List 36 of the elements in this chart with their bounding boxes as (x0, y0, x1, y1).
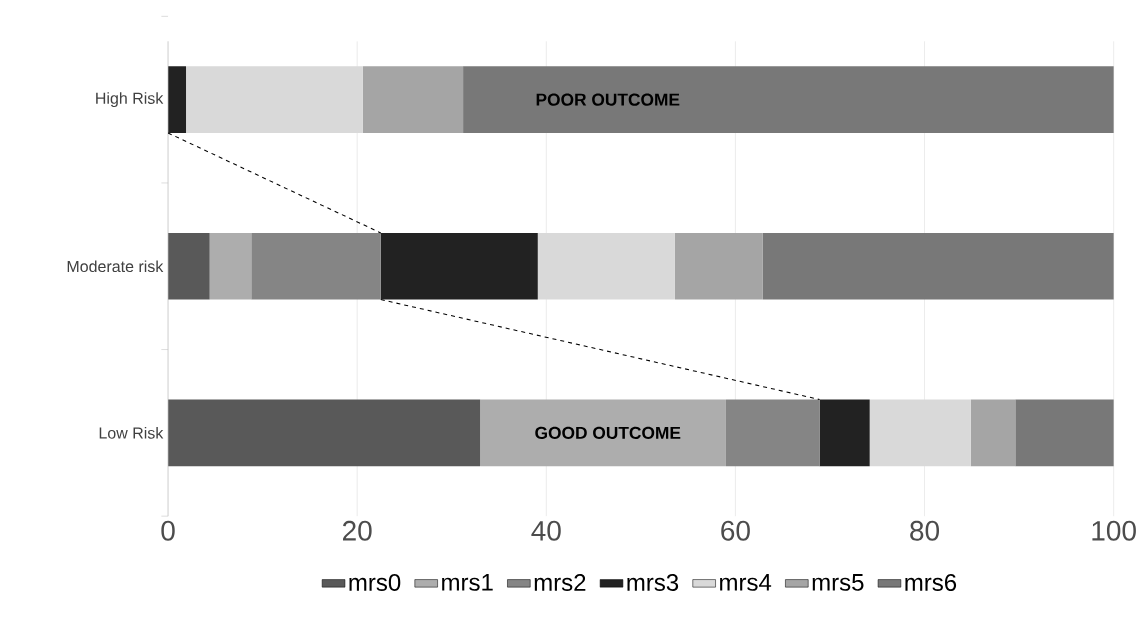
x-tick-label: 0 (161, 520, 175, 541)
x-tick-label: 60 (721, 520, 750, 541)
legend-label: mrs3 (627, 574, 679, 592)
legend-label: mrs1 (442, 574, 493, 591)
bar (762, 233, 1114, 300)
bar (209, 233, 252, 300)
bar (480, 399, 726, 467)
legend-label: mrs4 (720, 574, 772, 591)
x-tick-label: 20 (343, 520, 372, 541)
bar (186, 66, 363, 134)
bar (463, 66, 1114, 134)
bar (537, 233, 675, 300)
x-tick-label: 100 (1092, 520, 1136, 541)
bar (380, 233, 538, 300)
legend-label: mrs6 (905, 574, 957, 592)
y-tick-label: High Risk (96, 92, 164, 108)
legend-label: mrs2 (534, 574, 586, 592)
bar (168, 399, 481, 467)
legend-label: mrs0 (349, 574, 401, 592)
bar (869, 399, 971, 467)
x-tick-label: 80 (910, 520, 940, 541)
bar (819, 399, 870, 467)
bar (168, 233, 210, 300)
bar (674, 233, 763, 300)
bar (168, 66, 187, 134)
x-tick-label: 40 (531, 520, 561, 541)
bar (362, 66, 464, 134)
y-tick-label: Moderate risk (67, 260, 164, 273)
legend-label: mrs5 (812, 574, 864, 591)
bar (725, 399, 820, 467)
bar (1015, 399, 1114, 467)
annotation: GOOD OUTCOME (535, 426, 681, 440)
bar (970, 399, 1016, 467)
annotation: POOR OUTCOME (536, 93, 680, 106)
y-tick-label: Low Risk (99, 427, 164, 439)
bar (251, 233, 381, 300)
